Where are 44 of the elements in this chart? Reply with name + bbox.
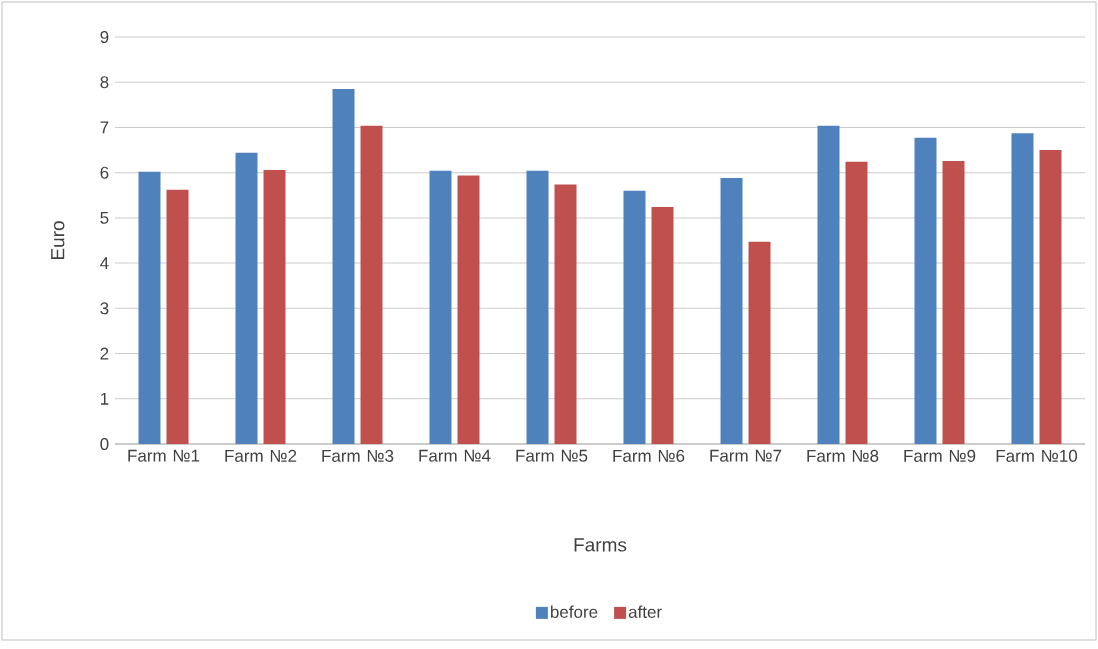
y-tick-label: 3 <box>100 302 109 315</box>
x-tick-label: Farm №6 <box>613 449 685 462</box>
y-axis-title: Euro <box>51 221 65 260</box>
x-tick-label: Farm №10 <box>996 449 1078 462</box>
bar <box>720 178 743 444</box>
x-tick-label: Farm №8 <box>807 449 879 462</box>
bar <box>235 152 258 444</box>
x-tick-label: Farm №7 <box>710 449 782 462</box>
y-tick-label: 2 <box>100 347 109 360</box>
bar <box>263 169 286 444</box>
bar <box>1011 133 1034 444</box>
x-tick-label: Farm №5 <box>516 449 588 462</box>
x-tick-label: Farm №1 <box>128 449 200 462</box>
x-tick-label: Farm №2 <box>225 449 297 462</box>
bar <box>332 89 355 444</box>
y-tick-label: 1 <box>100 392 109 405</box>
y-tick-label: 7 <box>100 121 109 134</box>
bar <box>138 171 161 444</box>
bar <box>526 170 549 444</box>
y-tick-label: 6 <box>100 166 109 179</box>
x-tick-label: Farm №4 <box>419 449 491 462</box>
bar <box>554 184 577 444</box>
bar <box>166 189 189 444</box>
y-tick-label: 0 <box>100 437 109 451</box>
x-axis-title: Farms <box>574 538 627 552</box>
y-tick-label: 4 <box>100 257 109 269</box>
bar <box>942 160 965 444</box>
bar <box>429 170 452 444</box>
bar <box>817 125 840 444</box>
bar <box>845 161 868 444</box>
y-tick-label: 8 <box>100 76 109 89</box>
legend-label: after <box>628 605 662 618</box>
bar <box>748 241 771 444</box>
bar <box>360 125 383 444</box>
bar <box>623 190 646 444</box>
x-tick-label: Farm №9 <box>904 449 976 462</box>
bar <box>457 175 480 444</box>
bar <box>651 207 674 444</box>
legend-label: before <box>550 605 598 618</box>
x-tick-label: Farm №3 <box>322 449 394 462</box>
y-tick-label: 5 <box>100 211 109 224</box>
y-tick-label: 9 <box>100 30 109 44</box>
bar <box>1039 150 1062 444</box>
bar <box>914 137 937 444</box>
